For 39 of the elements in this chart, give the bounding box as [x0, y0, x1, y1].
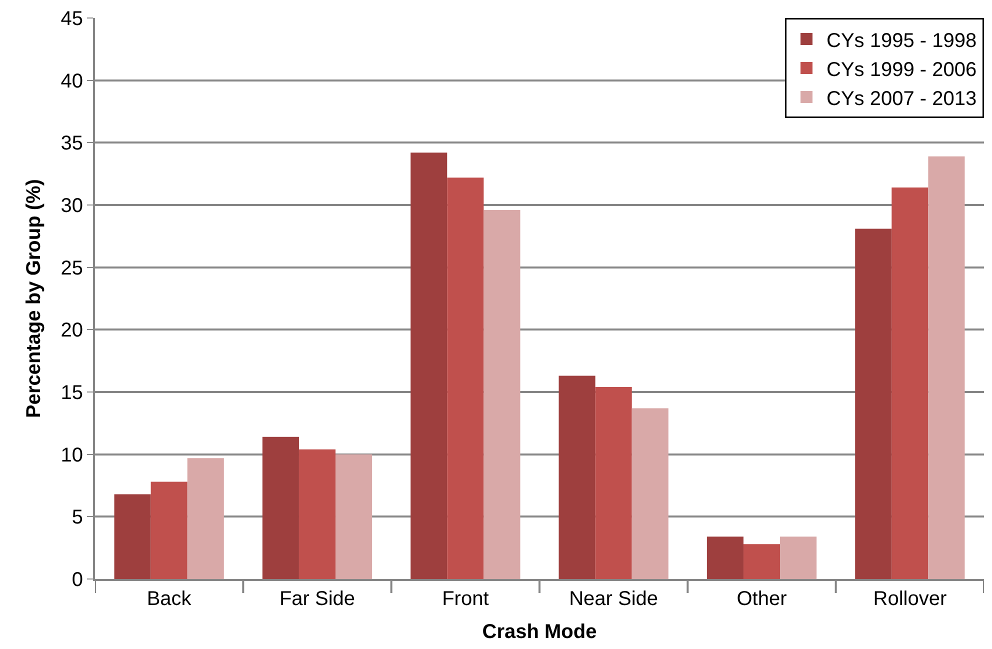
- bar: [187, 458, 224, 579]
- bar: [558, 376, 596, 579]
- y-tick-label: 10: [60, 444, 83, 466]
- y-tick-label: 40: [60, 70, 83, 92]
- y-tick-label: 20: [60, 320, 83, 342]
- y-tick-label: 35: [60, 132, 83, 155]
- bar: [114, 494, 151, 579]
- bar: [855, 228, 892, 579]
- y-tick-label: 5: [72, 506, 83, 529]
- bar: [595, 387, 632, 579]
- bar: [150, 482, 188, 579]
- y-axis-title: Percentage by Group (%): [22, 179, 45, 418]
- bar: [743, 544, 780, 579]
- y-tick-label: 25: [60, 257, 83, 280]
- bar: [262, 436, 299, 579]
- bar: [928, 156, 965, 579]
- legend-label: CYs 1999 - 2006: [826, 58, 977, 81]
- legend-label: CYs 1995 - 1998: [826, 30, 977, 52]
- bar: [484, 210, 520, 579]
- x-tick-label: Rollover: [873, 588, 947, 610]
- y-tick-label: 0: [72, 569, 83, 591]
- bar: [410, 152, 448, 579]
- bar: [298, 449, 336, 579]
- y-tick-label: 15: [60, 382, 83, 404]
- x-tick-label: Front: [442, 588, 490, 610]
- bar: [632, 408, 668, 579]
- bar: [447, 178, 484, 579]
- x-tick-label: Back: [146, 588, 192, 610]
- y-tick-label: 30: [60, 195, 83, 217]
- x-tick-label: Far Side: [279, 588, 356, 610]
- bar: [336, 454, 372, 579]
- legend-label: CYs 2007 - 2013: [826, 88, 977, 110]
- x-axis-title: Crash Mode: [482, 621, 597, 643]
- x-tick-label: Other: [736, 588, 788, 610]
- bar: [780, 536, 817, 579]
- bar: [706, 536, 744, 579]
- bar: [892, 188, 928, 579]
- y-tick-label: 45: [60, 8, 83, 30]
- x-tick-label: Near Side: [569, 588, 658, 610]
